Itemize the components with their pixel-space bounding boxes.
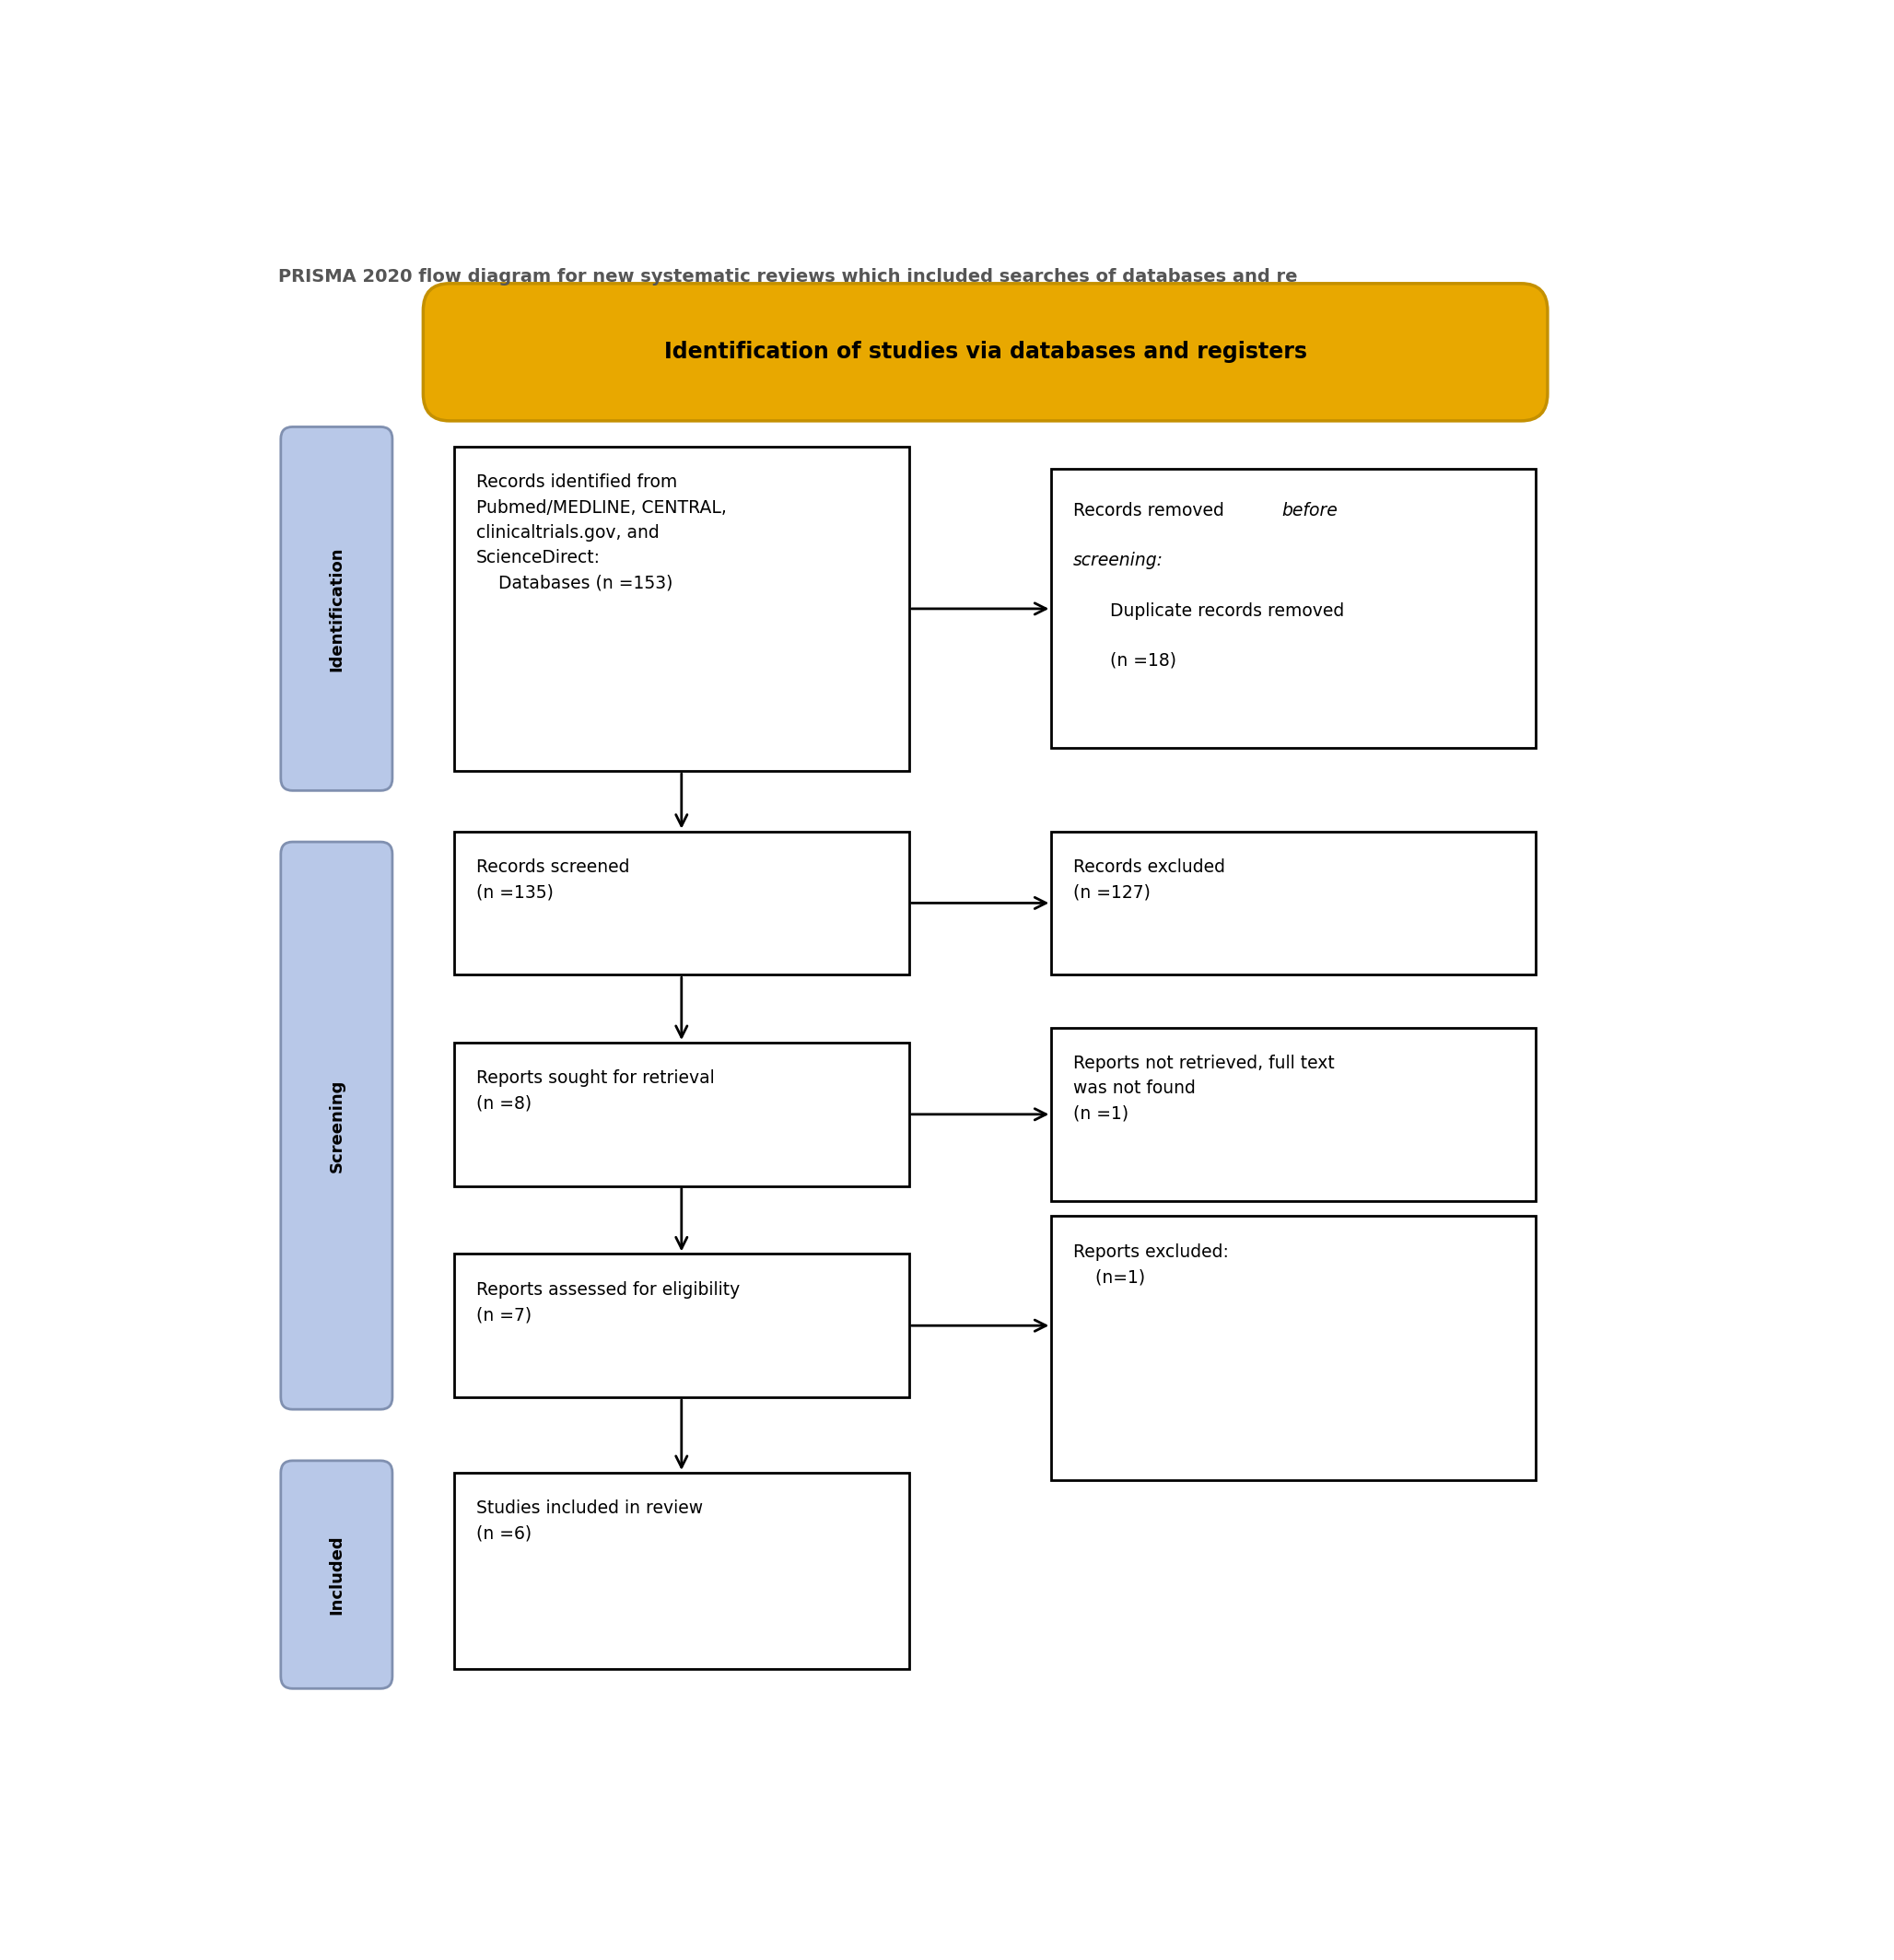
- FancyBboxPatch shape: [422, 284, 1547, 421]
- Text: Records excluded
(n =127): Records excluded (n =127): [1074, 858, 1225, 902]
- FancyBboxPatch shape: [280, 843, 392, 1409]
- Text: Reports excluded:
    (n=1): Reports excluded: (n=1): [1074, 1243, 1229, 1286]
- Text: Identification of studies via databases and registers: Identification of studies via databases …: [665, 341, 1307, 363]
- Text: before: before: [1282, 502, 1337, 519]
- Bar: [455, 447, 909, 770]
- Bar: [455, 1043, 909, 1186]
- Bar: [1051, 831, 1536, 974]
- FancyBboxPatch shape: [280, 1460, 392, 1690]
- Text: Identification: Identification: [328, 547, 345, 670]
- Text: Studies included in review
(n =6): Studies included in review (n =6): [475, 1499, 703, 1543]
- Text: Included: Included: [328, 1535, 345, 1615]
- Bar: [1051, 1027, 1536, 1201]
- Text: Records removed: Records removed: [1074, 502, 1229, 519]
- Text: Records identified from
Pubmed/MEDLINE, CENTRAL,
clinicaltrials.gov, and
Science: Records identified from Pubmed/MEDLINE, …: [475, 474, 727, 592]
- Bar: [1051, 1215, 1536, 1480]
- Text: PRISMA 2020 flow diagram for new systematic reviews which included searches of d: PRISMA 2020 flow diagram for new systema…: [278, 269, 1297, 286]
- FancyBboxPatch shape: [280, 427, 392, 790]
- Text: Reports sought for retrieval
(n =8): Reports sought for retrieval (n =8): [475, 1070, 714, 1113]
- Bar: [455, 1254, 909, 1397]
- Bar: [1051, 468, 1536, 749]
- Text: Screening: Screening: [328, 1078, 345, 1172]
- Bar: [455, 831, 909, 974]
- Text: Reports assessed for eligibility
(n =7): Reports assessed for eligibility (n =7): [475, 1282, 741, 1323]
- Text: Records screened
(n =135): Records screened (n =135): [475, 858, 629, 902]
- Bar: [455, 1472, 909, 1670]
- Text: screening:: screening:: [1074, 553, 1163, 570]
- Text: Duplicate records removed: Duplicate records removed: [1110, 602, 1345, 619]
- Text: Reports not retrieved, full text
was not found
(n =1): Reports not retrieved, full text was not…: [1074, 1054, 1335, 1123]
- Text: (n =18): (n =18): [1110, 653, 1176, 668]
